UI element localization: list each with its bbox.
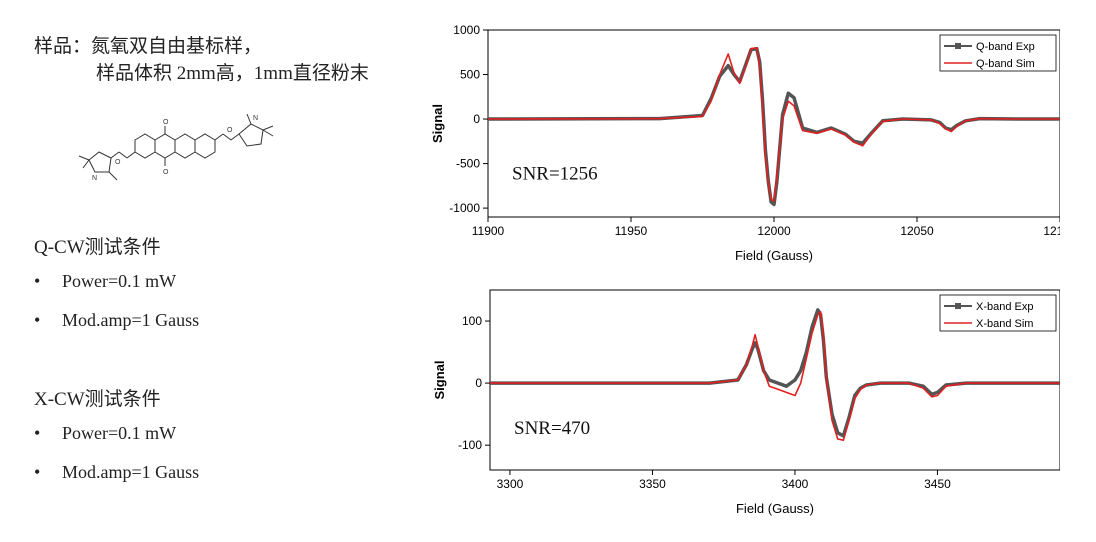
q-condition-power: Power=0.1 mW xyxy=(62,271,177,291)
x-tick-label: 3400 xyxy=(782,477,809,491)
q-condition-modamp: Mod.amp=1 Gauss xyxy=(62,310,200,330)
x-tick-label: 3450 xyxy=(924,477,951,491)
y-tick-label: 100 xyxy=(462,314,482,328)
x-axis-label: Field (Gauss) xyxy=(735,248,813,263)
y-tick-label: -100 xyxy=(458,438,482,452)
legend-marker xyxy=(955,43,961,49)
legend-label: X-band Sim xyxy=(976,318,1033,330)
x-condition-item: • Mod.amp=1 Gauss xyxy=(34,462,199,483)
sample-description: 样品：氮氧双自由基标样， xyxy=(34,36,263,57)
x-conditions-title: X-CW测试条件 xyxy=(34,389,161,410)
x-band-chart: 3300 3350 3400 3450 100 0 -100 Field (Gauss) Sig… xyxy=(432,289,1060,516)
x-condition-modamp: Mod.amp=1 Gauss xyxy=(62,462,200,482)
y-axis-label: Signal xyxy=(432,360,447,399)
y-tick-label: -1000 xyxy=(449,201,480,215)
legend-label: Q-band Sim xyxy=(976,58,1035,70)
q-conditions-title: Q-CW测试条件 xyxy=(34,237,161,258)
x-tick-label: 3350 xyxy=(639,477,666,491)
y-tick-label: 1000 xyxy=(453,23,480,37)
svg-text:O: O xyxy=(227,127,233,134)
y-tick-label: 500 xyxy=(460,68,480,82)
x-tick-label: 12000 xyxy=(757,224,791,238)
bullet-icon: • xyxy=(34,462,41,482)
bullet-icon: • xyxy=(34,423,41,443)
snr-annotation: SNR=470 xyxy=(514,418,590,439)
svg-text:N: N xyxy=(92,175,97,182)
x-tick-label: 3300 xyxy=(497,477,524,491)
left-panel: 样品：氮氧双自由基标样， 样品体积 2mm高，1mm直径粉末 O xyxy=(0,0,440,542)
legend-box xyxy=(939,294,1057,332)
y-tick-label: 0 xyxy=(475,376,482,390)
svg-text:N: N xyxy=(253,115,258,122)
bullet-icon: • xyxy=(34,310,41,330)
bullet-icon: • xyxy=(34,271,41,291)
y-axis-label: Signal xyxy=(430,104,445,143)
svg-text:O: O xyxy=(163,119,169,126)
y-tick-label: 0 xyxy=(473,112,480,126)
legend-label: X-band Exp xyxy=(976,301,1033,313)
plot-frame xyxy=(489,289,1060,471)
sample-volume: 样品体积 2mm高，1mm直径粉末 xyxy=(96,63,369,84)
snr-annotation: SNR=1256 xyxy=(512,164,598,185)
x-tick-label: 11950 xyxy=(615,224,648,238)
legend-box xyxy=(939,34,1057,72)
x-tick-label: 12050 xyxy=(900,224,934,238)
series-line-x-band-sim xyxy=(490,310,1060,441)
svg-text:O: O xyxy=(163,169,169,176)
series-line-q-band-sim xyxy=(487,46,1060,202)
q-condition-item: • Mod.amp=1 Gauss xyxy=(34,310,199,331)
x-condition-item: • Power=0.1 mW xyxy=(34,423,176,444)
svg-text:O: O xyxy=(115,159,121,166)
legend-marker xyxy=(955,303,961,309)
legend-label: Q-band Exp xyxy=(976,41,1035,53)
x-tick-label: 11900 xyxy=(472,224,505,238)
q-condition-item: • Power=0.1 mW xyxy=(34,271,176,292)
molecule-structure-diagram: O O O O N N xyxy=(78,113,274,182)
x-condition-power: Power=0.1 mW xyxy=(62,423,177,443)
x-axis-label: Field (Gauss) xyxy=(736,501,814,516)
y-tick-label: -500 xyxy=(456,157,480,171)
